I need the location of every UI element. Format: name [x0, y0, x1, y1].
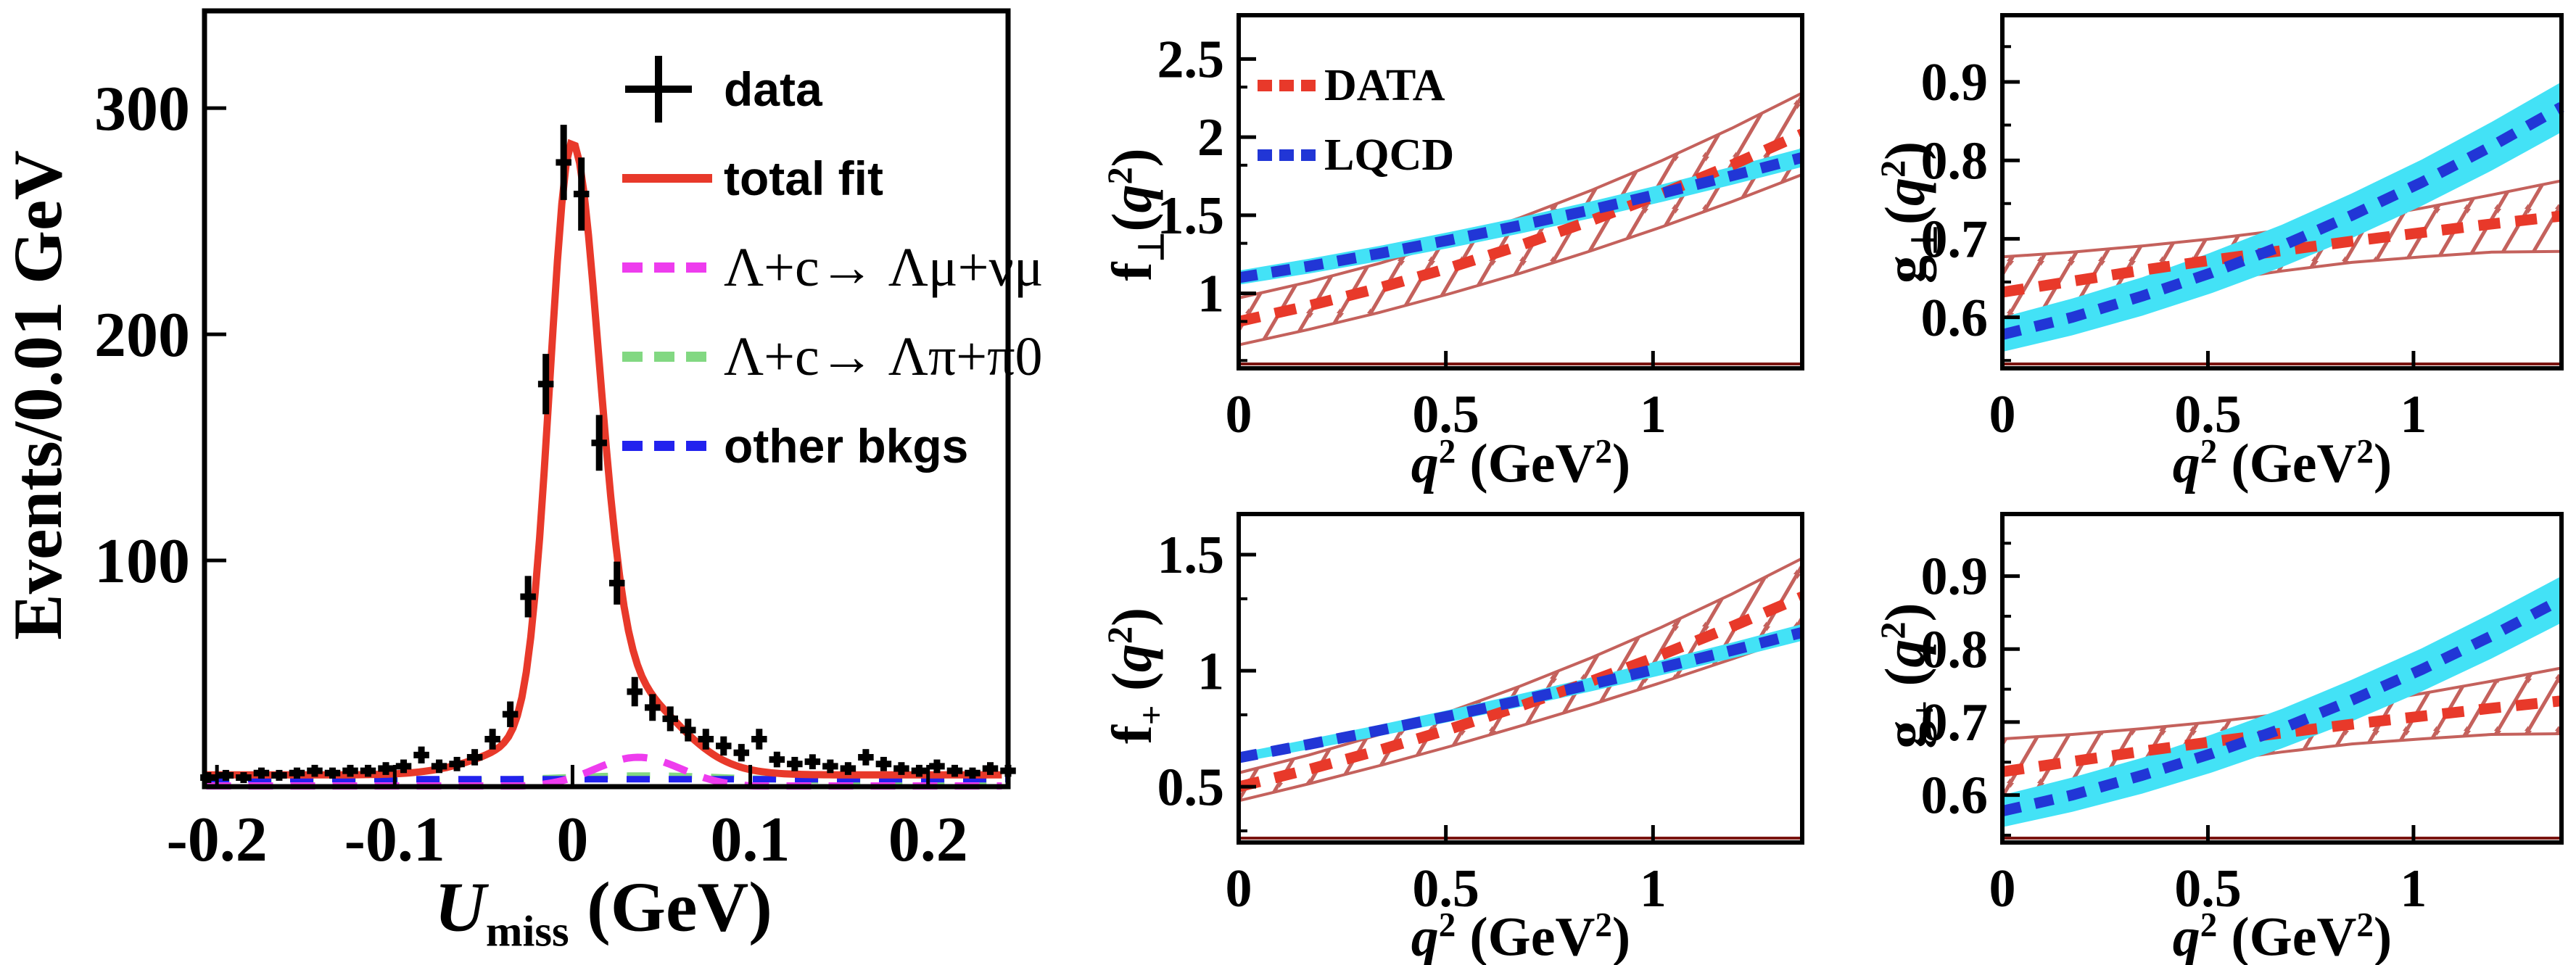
svg-text:1: 1	[1640, 385, 1667, 444]
histogram-data-points	[200, 125, 1016, 784]
legend-item: Λ+c→ Λμ+νμ	[622, 228, 1044, 307]
svg-text:1: 1	[2400, 385, 2427, 444]
dashed-line-icon	[622, 262, 706, 273]
svg-text:-0.2: -0.2	[167, 805, 268, 875]
hist-legend: data total fit Λ+c→ Λμ+νμ Λ+c→ Λπ+π0 other b…	[622, 49, 1044, 495]
svg-text:0.5: 0.5	[1412, 385, 1479, 444]
svg-text:2: 2	[1197, 108, 1224, 167]
legend-item: data	[622, 49, 1044, 129]
svg-text:1.5: 1.5	[1157, 186, 1225, 246]
legend-item: LQCD	[1258, 120, 1454, 190]
legend-label: total fit	[724, 152, 883, 205]
legend-item: DATA	[1258, 51, 1454, 120]
fperp-y-axis-title: f⊥(q2)	[1100, 148, 1171, 281]
svg-text:0.1: 0.1	[711, 805, 790, 875]
lqcd-uncertainty-band	[2002, 576, 2561, 827]
svg-text:1: 1	[2400, 859, 2427, 919]
svg-text:0: 0	[1989, 859, 2016, 919]
svg-text:0.8: 0.8	[1921, 131, 1989, 191]
gperp-y-axis-title: g⊥(q2)	[1873, 141, 1944, 284]
svg-text:100: 100	[94, 526, 190, 597]
svg-text:0: 0	[1226, 385, 1252, 444]
umiss-axes: -0.2 -0.1 0 0.1 0.2 100 200 300	[94, 8, 1011, 875]
lqcd-uncertainty-band	[2002, 82, 2561, 352]
svg-text:0.5: 0.5	[1157, 758, 1225, 817]
svg-text:1.5: 1.5	[1157, 526, 1225, 585]
svg-text:0.6: 0.6	[1921, 766, 1989, 826]
gperp-x-axis-title: q2 (GeV2)	[2172, 433, 2393, 494]
gplus-panel: 0 0.5 1 0.6 0.7 0.8 0.9	[1921, 512, 2564, 919]
fperp-panel: 0 0.5 1 1 1.5 2 2.5	[1157, 13, 1805, 444]
data-cross-icon	[625, 56, 692, 123]
legend-item: total fit	[622, 138, 1044, 218]
svg-text:0: 0	[1989, 385, 2016, 444]
dashed-line-icon	[622, 352, 706, 362]
fplus-x-axis-title: q2 (GeV2)	[1411, 906, 1631, 965]
svg-text:1: 1	[1640, 859, 1667, 919]
dashed-line-icon	[1258, 80, 1316, 91]
fplus-panel: 0 0.5 10.511.5	[1157, 512, 1804, 919]
svg-text:2.5: 2.5	[1157, 30, 1225, 89]
svg-text:0.7: 0.7	[1921, 693, 1989, 753]
gperp-panel: 0 0.5 1 0.6 0.7 0.8 0.9	[1921, 13, 2564, 444]
svg-text:0.5: 0.5	[2174, 859, 2242, 919]
hist-y-axis-title: Events/0.01 GeV	[0, 150, 76, 640]
legend-item: Λ+c→ Λπ+π0	[622, 317, 1044, 397]
legend-item: other bkgs	[622, 406, 1044, 486]
svg-text:300: 300	[94, 74, 190, 144]
legend-label: other bkgs	[724, 419, 969, 473]
data-uncertainty-band	[1239, 558, 1802, 801]
svg-text:0.7: 0.7	[1921, 210, 1989, 270]
svg-text:0: 0	[556, 805, 588, 875]
legend-label: Λ+c→ Λπ+π0	[724, 326, 1043, 387]
fplus-y-axis-title: f+ (q2)	[1100, 607, 1171, 745]
svg-text:0.9: 0.9	[1921, 547, 1989, 607]
legend-label: data	[724, 62, 822, 116]
svg-text:1: 1	[1197, 265, 1224, 324]
legend-label: Λ+c→ Λμ+νμ	[724, 236, 1044, 298]
svg-text:0: 0	[1226, 859, 1252, 919]
legend-label: LQCD	[1324, 130, 1455, 180]
legend-label: DATA	[1324, 60, 1445, 110]
svg-text:0.9: 0.9	[1921, 53, 1989, 112]
svg-text:1: 1	[1197, 642, 1224, 701]
svg-text:200: 200	[94, 300, 190, 370]
hist-x-axis-title: Umiss (GeV)	[434, 868, 772, 956]
svg-text:0.5: 0.5	[2174, 385, 2242, 444]
fit-line-icon	[622, 174, 712, 183]
dashed-line-icon	[622, 441, 706, 451]
gplus-y-axis-title: g+ (q2)	[1873, 602, 1944, 749]
formfactor-legend: DATA LQCD	[1258, 51, 1454, 190]
svg-text:0.2: 0.2	[888, 805, 968, 875]
svg-text:-0.1: -0.1	[344, 805, 445, 875]
gplus-x-axis-title: q2 (GeV2)	[2172, 906, 2393, 965]
svg-text:0.8: 0.8	[1921, 620, 1989, 679]
svg-text:0.5: 0.5	[1412, 859, 1479, 919]
dashed-line-icon	[1258, 149, 1316, 161]
fperp-x-axis-title: q2 (GeV2)	[1411, 433, 1631, 494]
svg-text:0.6: 0.6	[1921, 289, 1989, 348]
